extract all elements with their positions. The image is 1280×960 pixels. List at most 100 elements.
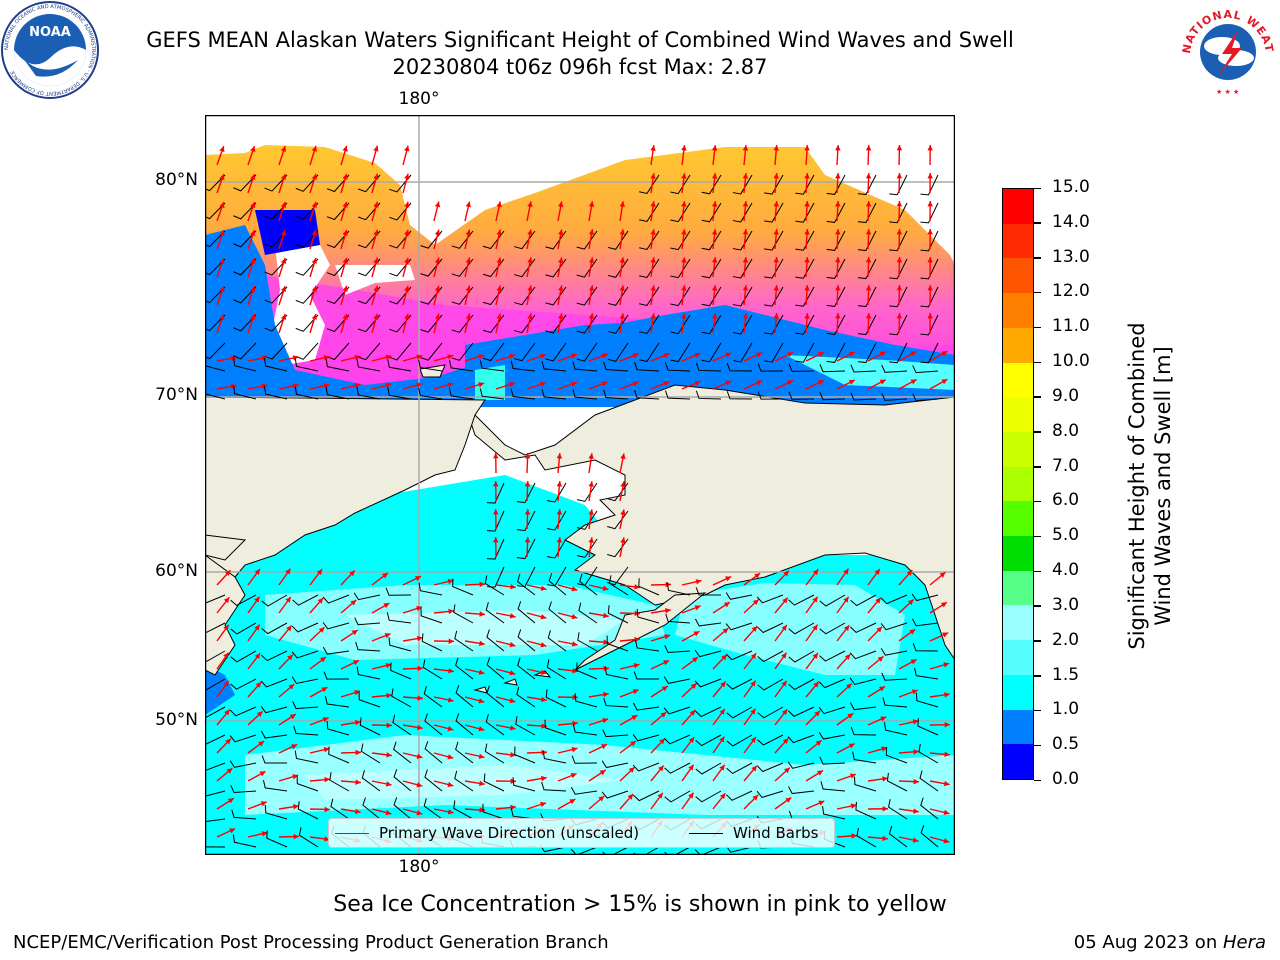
wave-arrow-head [385,662,392,669]
wind-barb [545,258,567,278]
colorbar-tick-mark [1034,605,1041,607]
wind-barb [826,314,846,335]
wind-barb [323,671,350,680]
wave-arrow-head [658,765,664,772]
wind-barb [634,362,660,372]
wind-barb [695,587,722,596]
wave-arrow-head [781,624,787,631]
wave-arrow-head [773,173,779,179]
wind-barb [355,641,381,652]
wind-barb [726,678,753,690]
wave-arrow-head [773,313,779,319]
wave-arrow-head [465,229,471,236]
wind-barb [633,671,660,680]
wave-arrow-head [324,806,330,813]
wave-arrow-head [601,381,608,387]
wave-arrow-head [599,769,606,776]
colorbar-tick-mark [1034,744,1041,747]
wind-barb [391,688,412,708]
wind-barb [205,846,226,848]
wind-barb [607,482,629,502]
wave-arrow-head [416,635,423,642]
wind-barb [229,706,257,717]
wind-barb [423,686,443,708]
wind-barb [354,617,381,626]
wind-barb [632,702,660,711]
wind-barb [541,389,567,400]
wave-arrow-head [882,835,888,842]
wave-arrow-head [784,767,790,774]
wave-arrow-head [944,692,950,698]
wind-barb [233,258,257,276]
wave-arrow-head [944,722,950,728]
wind-barb [638,578,660,596]
wave-arrow-head [813,681,819,688]
wind-barb [889,314,908,336]
nws-logo: NATIONAL WEATHER SERVICE ★ ★ ★ [1178,0,1275,97]
sea-ice-note: Sea Ice Concentration > 15% is shown in … [333,892,947,917]
wave-arrow-head [781,652,787,659]
wind-barb [788,622,815,635]
wind-barb [261,622,288,635]
wind-barb [666,582,691,596]
wind-barb [296,775,319,792]
wind-barb [576,314,598,334]
wind-barb [602,729,629,738]
wind-barb [479,360,505,372]
colorbar-segment [1003,536,1033,571]
wave-arrow-head [781,709,788,716]
wave-arrow-head [804,201,810,207]
wind-barb [205,230,226,248]
wind-barb [570,846,598,855]
wind-barb [701,286,722,307]
wave-arrow-head [493,453,499,459]
wave-arrow-head [434,285,441,292]
wind-barb [915,692,939,708]
wind-barb [546,538,567,559]
wind-barb [889,258,908,280]
wave-arrow-head [540,642,547,648]
colorbar-tick-mark [1034,500,1041,503]
wave-arrow-head [756,380,763,386]
wind-barb [295,286,319,304]
wave-direction-swatch [335,832,369,834]
wave-arrow-head [719,793,726,800]
wave-arrow-head [804,173,810,179]
wave-arrow-head [496,285,502,292]
wind-barb [920,314,939,336]
wave-arrow-head [510,583,516,590]
wave-arrow-head [628,767,635,773]
wave-arrow-head [632,353,639,359]
wave-arrow-head [250,314,256,321]
wind-barb [663,734,691,745]
wave-arrow-head [681,285,687,291]
wind-barb [484,575,505,596]
wind-barb [603,361,629,372]
wave-arrow-head [848,379,855,385]
wave-arrow-head [311,313,317,320]
wind-barb [546,482,567,503]
wave-arrow-head [896,145,903,151]
wave-direction-label: Primary Wave Direction (unscaled) [379,824,640,842]
wave-arrow-head [493,509,499,515]
wind-barb [424,741,443,764]
wind-barb [260,730,288,739]
wind-barb [455,741,474,764]
wind-barb [487,482,505,504]
colorbar-segment [1003,674,1033,710]
wave-arrow-head [219,174,225,181]
wind-barb [826,202,846,223]
map-legend: Primary Wave Direction (unscaled) Wind B… [328,818,835,848]
wind-barb [732,286,753,307]
wave-arrow-head [478,354,485,360]
wave-arrow-head [588,313,595,320]
wave-arrow-head [355,719,361,726]
wind-barb [572,724,598,736]
wave-arrow-head [478,382,485,388]
wave-arrow-head [465,285,471,292]
wave-arrow-head [509,670,516,676]
wind-barb [517,601,536,624]
wave-arrow-head [719,764,725,771]
wind-barb [639,314,660,334]
colorbar-segment [1003,397,1033,432]
